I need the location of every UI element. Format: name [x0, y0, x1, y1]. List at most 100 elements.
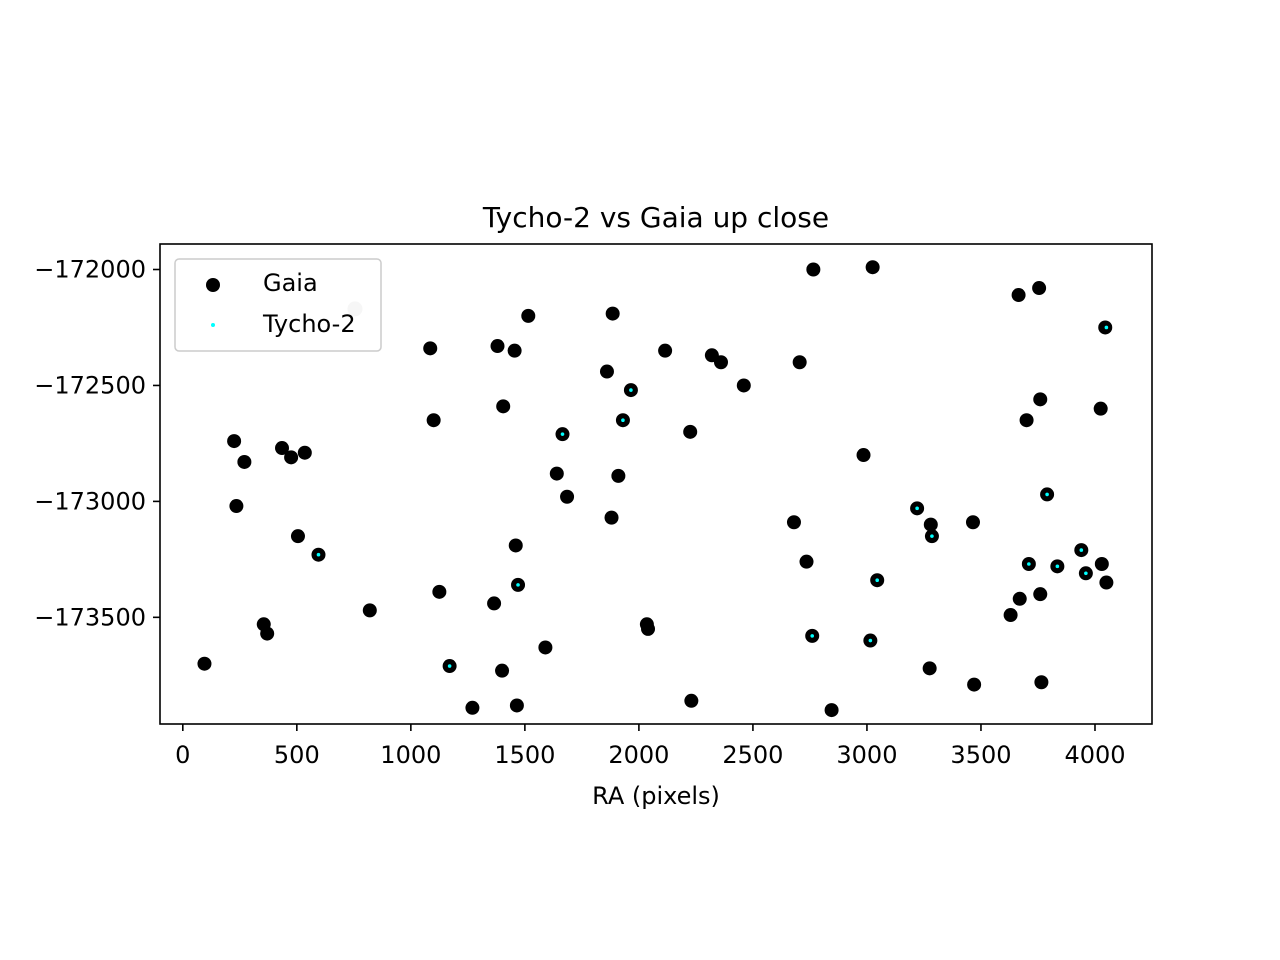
- data-point-gaia: [362, 603, 377, 618]
- data-point-tycho2: [629, 388, 633, 392]
- data-point-gaia: [290, 529, 305, 544]
- data-point-tycho2: [560, 432, 565, 436]
- data-point-tycho2: [1104, 325, 1109, 330]
- data-point-gaia: [297, 445, 312, 460]
- legend-box: [174, 258, 382, 352]
- data-point-gaia: [284, 450, 299, 465]
- data-point-gaia: [521, 308, 536, 323]
- data-point-gaia: [538, 640, 553, 655]
- x-tick-label: 2500: [722, 741, 783, 769]
- data-point-gaia: [487, 596, 502, 611]
- data-point-gaia: [865, 260, 880, 275]
- data-point-tycho2: [316, 552, 321, 557]
- data-point-gaia: [604, 510, 619, 525]
- x-tick-label: 3000: [836, 741, 897, 769]
- data-point-gaia: [611, 468, 626, 483]
- data-point-gaia: [508, 538, 523, 553]
- legend-label-gaia: Gaia: [263, 269, 318, 297]
- data-point-tycho2: [1045, 492, 1049, 497]
- data-point-gaia: [922, 661, 937, 676]
- data-point-gaia: [856, 448, 871, 463]
- data-point-gaia: [1003, 608, 1018, 623]
- data-point-tycho2: [447, 664, 452, 668]
- data-point-tycho2: [875, 578, 880, 583]
- data-point-gaia: [1033, 392, 1048, 407]
- data-point-gaia: [560, 489, 575, 504]
- data-point-gaia: [641, 621, 656, 636]
- data-point-gaia: [549, 466, 564, 481]
- data-point-gaia: [599, 364, 614, 379]
- data-point-gaia: [683, 424, 698, 439]
- data-point-tycho2: [810, 634, 815, 638]
- data-point-gaia: [824, 703, 839, 718]
- legend: Gaia Tycho-2: [174, 258, 382, 352]
- data-point-gaia: [1099, 575, 1114, 590]
- data-point-gaia: [465, 700, 480, 715]
- data-point-gaia: [658, 343, 673, 358]
- data-point-gaia: [227, 434, 242, 449]
- data-point-gaia: [490, 339, 505, 354]
- data-point-gaia: [923, 517, 938, 532]
- data-point-gaia: [1019, 413, 1034, 428]
- x-axis-ticks: 0 500 1000 1500 2000 2500 3000 3500 4000: [175, 724, 1126, 769]
- data-point-tycho2: [1079, 548, 1084, 552]
- y-tick-label: −172500: [34, 371, 146, 399]
- data-point-gaia: [1011, 288, 1026, 303]
- x-tick-label: 0: [175, 741, 190, 769]
- y-tick-label: −172000: [34, 256, 146, 284]
- data-point-gaia: [1094, 557, 1109, 571]
- data-point-gaia: [792, 355, 807, 370]
- data-point-gaia: [736, 378, 751, 393]
- data-point-tycho2: [1055, 564, 1060, 569]
- legend-marker-gaia: [206, 278, 220, 292]
- data-point-gaia: [605, 306, 620, 321]
- data-point-gaia: [229, 499, 244, 514]
- data-point-gaia: [799, 554, 814, 569]
- plot-area: [197, 260, 1114, 718]
- data-point-tycho2: [621, 418, 625, 423]
- data-point-gaia: [1034, 675, 1049, 690]
- data-point-gaia: [1012, 591, 1027, 606]
- data-point-gaia: [713, 355, 728, 370]
- data-point-gaia: [507, 343, 522, 358]
- data-point-gaia: [495, 663, 510, 678]
- data-point-gaia: [786, 515, 801, 530]
- data-point-gaia: [967, 677, 982, 692]
- x-tick-label: 500: [274, 741, 320, 769]
- data-point-gaia: [496, 399, 511, 414]
- data-point-tycho2: [930, 534, 934, 538]
- x-axis-label: RA (pixels): [592, 782, 720, 810]
- chart-title: Tycho-2 vs Gaia up close: [482, 201, 829, 234]
- data-point-gaia: [275, 441, 290, 456]
- x-tick-label: 1500: [494, 741, 555, 769]
- data-point-tycho2: [516, 583, 520, 587]
- data-point-tycho2: [1084, 571, 1088, 576]
- data-point-gaia: [1032, 281, 1047, 296]
- data-point-gaia: [806, 262, 821, 277]
- data-point-gaia: [509, 698, 524, 713]
- x-tick-label: 4000: [1064, 741, 1125, 769]
- y-axis-ticks: −172000 −172500 −173000 −173500: [34, 256, 160, 631]
- data-point-gaia: [684, 693, 699, 708]
- data-point-gaia: [1093, 401, 1108, 416]
- data-point-gaia: [237, 454, 252, 469]
- x-tick-label: 1000: [380, 741, 441, 769]
- data-point-tycho2: [915, 506, 919, 511]
- y-tick-label: −173500: [34, 603, 146, 631]
- data-point-gaia: [965, 515, 980, 530]
- data-point-gaia: [260, 626, 275, 641]
- data-point-gaia: [426, 413, 441, 428]
- data-point-tycho2: [868, 638, 873, 643]
- data-point-gaia: [197, 656, 212, 671]
- data-point-tycho2: [1027, 562, 1031, 566]
- data-point-gaia: [432, 584, 447, 599]
- data-point-gaia: [1033, 587, 1048, 602]
- x-tick-label: 3500: [950, 741, 1011, 769]
- legend-marker-tycho2: [211, 323, 215, 327]
- axes-frame: [159, 243, 1153, 725]
- y-tick-label: −173000: [34, 487, 146, 515]
- legend-label-tycho2: Tycho-2: [262, 310, 356, 338]
- data-point-gaia: [423, 341, 438, 356]
